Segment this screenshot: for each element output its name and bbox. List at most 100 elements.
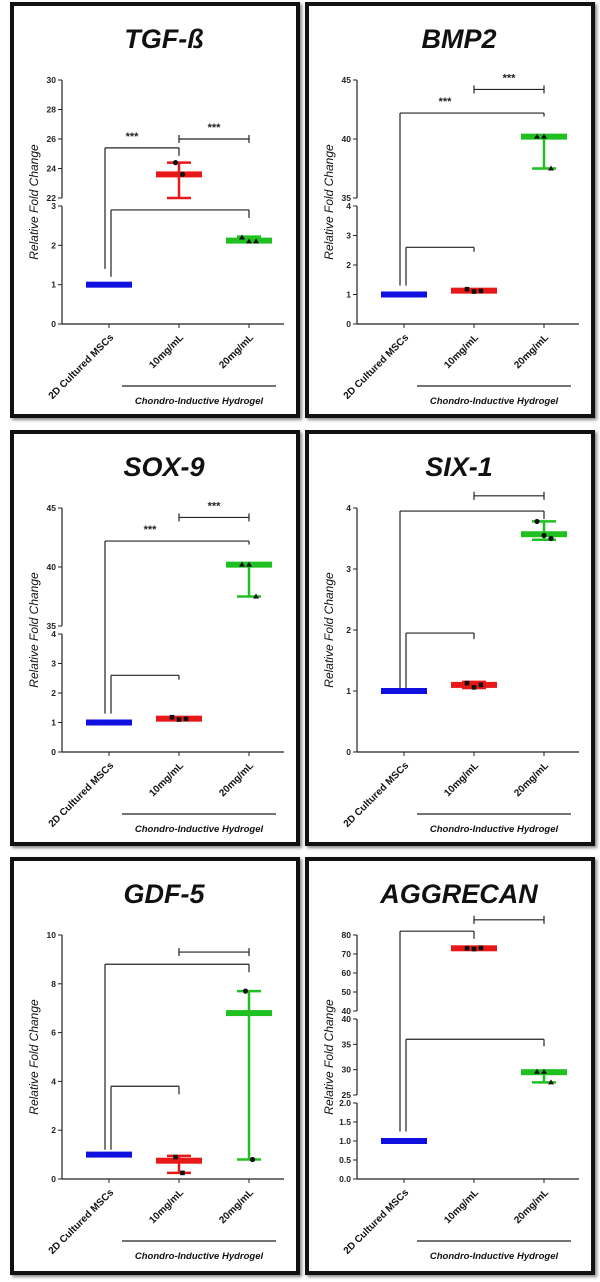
y-tick-label: 1 [51,718,56,728]
y-axis-label: Relative Fold Change [322,572,336,688]
x-tick-label: 20mg/mL [512,760,551,799]
data-point [176,717,182,722]
data-point [464,946,470,951]
chart-panel-gdf5: GDF-5 Relative Fold Change 0 2 4 6 8 10 2D Cultu… [10,857,300,1275]
data-point [172,160,179,166]
mean-bar [451,681,497,688]
y-tick-label: 3 [51,659,56,669]
chart-svg: BMP2 Relative Fold Change 0 1 2 3 435 40 45 2D Cu… [322,24,579,407]
y-tick-label: 4 [51,1076,56,1086]
chart-panel-sox9: SOX-9 Relative Fold Change 0 1 2 3 4 35 40 45 2D C… [10,430,300,846]
data-point [249,1156,256,1163]
chart-svg: SOX-9 Relative Fold Change 0 1 2 3 435 40 45 2D C… [27,452,284,835]
chart-title: BMP2 [421,24,496,54]
x-tick-label: 10mg/mL [147,760,186,799]
data-point [548,535,554,542]
y-tick-label: 1.5 [339,1117,351,1127]
x-tick-label: 10mg/mL [442,1187,481,1226]
y-axis-label: Relative Fold Change [322,144,336,260]
y-tick-label: 40 [342,1014,352,1024]
y-tick-label: 0 [346,319,351,329]
significance-label: *** [208,500,222,512]
chart-title: SOX-9 [123,452,204,482]
mean-bar [381,291,427,298]
mean-bar [381,1138,427,1144]
significance-label: *** [503,72,517,84]
group-label: Chondro-Inductive Hydrogel [430,824,559,835]
significance-label: *** [144,524,158,536]
y-tick-label: 6 [51,1028,56,1038]
y-tick-label: 4 [346,503,351,513]
group-label: Chondro-Inductive Hydrogel [135,396,264,407]
mean-bar [156,171,202,178]
data-point [534,133,540,139]
y-axis-label: Relative Fold Change [27,144,41,260]
data-point [541,532,547,539]
data-point [246,238,252,244]
chart-panel-six1: SIX-1 Relative Fold Change 0 1 2 3 4 2D Culture… [305,430,595,846]
data-point [239,561,245,567]
data-point [183,716,189,722]
data-point [541,1068,547,1074]
data-point [471,946,477,952]
x-tick-label: 20mg/mL [217,760,256,799]
y-tick-label: 1.0 [339,1136,351,1146]
y-axis-label: Relative Fold Change [27,999,41,1115]
chart-svg: SIX-1 Relative Fold Change 0 1 2 3 4 2D Culture… [322,452,579,835]
chart-panel-bmp2: BMP2 Relative Fold Change 0 1 2 3 4 35 40 45 2D Cu… [305,2,595,418]
data-point [471,289,477,294]
y-tick-label: 80 [342,930,352,940]
chart-title: SIX-1 [425,452,493,482]
mean-bar [86,1151,132,1158]
y-tick-label: 3 [346,231,351,241]
y-axis-label: Relative Fold Change [322,999,336,1115]
y-tick-label: 30 [47,75,57,85]
chart-svg: TGF-ß Relative Fold Change 0 1 2 322 24 26 28 30 2… [27,24,284,407]
data-point [180,1170,185,1176]
data-point [169,714,175,720]
y-tick-label: 70 [342,949,352,959]
x-tick-label: 20mg/mL [512,332,551,371]
y-tick-label: 0.0 [339,1174,351,1184]
data-point [242,988,249,994]
x-tick-label: 2D Cultured MSCs [47,760,117,830]
y-tick-label: 0.5 [339,1155,351,1165]
y-tick-label: 1 [346,290,351,300]
y-tick-label: 40 [342,1006,352,1016]
y-tick-label: 4 [51,629,56,639]
chart-title: AGGRECAN [379,879,538,909]
data-point [478,682,484,688]
y-tick-label: 30 [342,1065,352,1075]
chart-title: TGF-ß [124,24,203,54]
x-tick-label: 2D Cultured MSCs [47,1187,117,1257]
y-tick-label: 35 [47,621,57,631]
group-label: Chondro-Inductive Hydrogel [430,396,559,407]
data-point [534,1068,540,1074]
x-tick-label: 10mg/mL [147,1187,186,1226]
data-point [239,234,245,240]
x-tick-label: 20mg/mL [217,1187,256,1226]
y-tick-label: 25 [342,1090,352,1100]
data-point [548,1079,554,1085]
x-tick-label: 2D Cultured MSCs [342,760,412,830]
significance-label: *** [126,131,140,143]
data-point [246,561,252,567]
y-tick-label: 3 [51,201,56,211]
y-tick-label: 60 [342,968,352,978]
data-point [464,286,470,292]
mean-bar [86,281,132,288]
group-label: Chondro-Inductive Hydrogel [135,1251,264,1262]
y-tick-label: 26 [47,134,57,144]
data-point [173,1154,178,1160]
chart-title: GDF-5 [124,879,206,909]
y-tick-label: 10 [47,930,57,940]
y-tick-label: 2.0 [339,1098,351,1108]
significance-label: *** [439,96,453,108]
data-point [253,238,259,244]
data-point [179,171,186,177]
y-tick-label: 24 [47,164,57,174]
y-tick-label: 40 [47,562,57,572]
mean-bar [86,719,132,726]
y-tick-label: 2 [51,1125,56,1135]
y-tick-label: 3 [346,564,351,574]
